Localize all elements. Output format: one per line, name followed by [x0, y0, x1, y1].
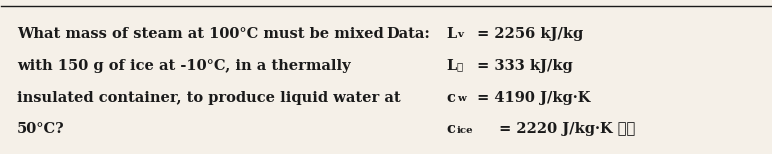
- Text: ice: ice: [457, 126, 473, 135]
- Text: w: w: [457, 94, 466, 103]
- Text: L: L: [446, 59, 456, 73]
- Text: v: v: [457, 30, 462, 39]
- Text: = 2220 J/kg·K ❖❖: = 2220 J/kg·K ❖❖: [493, 122, 635, 136]
- Text: = 2256 kJ/kg: = 2256 kJ/kg: [472, 27, 584, 41]
- Text: = 4190 J/kg·K: = 4190 J/kg·K: [472, 91, 591, 105]
- Text: = 333 kJ/kg: = 333 kJ/kg: [472, 59, 573, 73]
- Text: insulated container, to produce liquid water at: insulated container, to produce liquid w…: [17, 91, 401, 105]
- Text: with 150 g of ice at -10°C, in a thermally: with 150 g of ice at -10°C, in a thermal…: [17, 59, 350, 73]
- Text: Data:: Data:: [386, 27, 430, 41]
- Text: L: L: [446, 27, 456, 41]
- Text: c: c: [446, 91, 455, 105]
- Text: What mass of steam at 100°C must be mixed: What mass of steam at 100°C must be mixe…: [17, 27, 384, 41]
- Text: 50°C?: 50°C?: [17, 122, 64, 136]
- Text: c: c: [446, 122, 455, 136]
- Text: ℓ: ℓ: [457, 62, 463, 71]
